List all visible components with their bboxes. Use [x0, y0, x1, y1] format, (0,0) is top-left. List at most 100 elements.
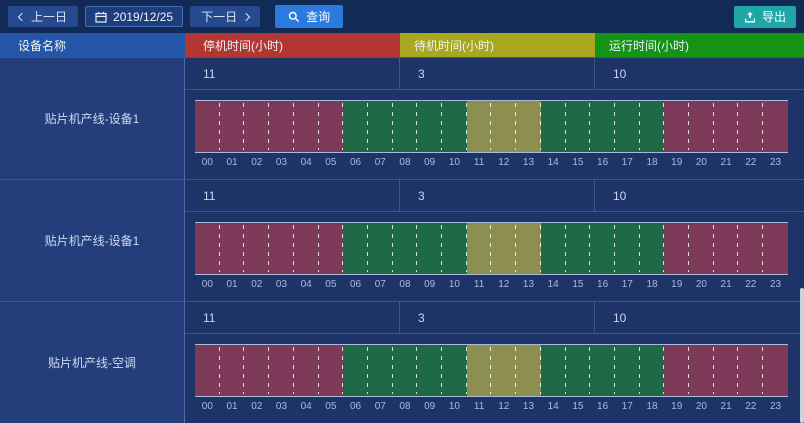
hour-segment-stop	[318, 223, 344, 274]
hour-segment-stop	[269, 223, 295, 274]
hour-tick-label: 08	[399, 157, 411, 168]
chevron-right-icon	[241, 12, 251, 21]
hour-tick-label: 01	[226, 401, 238, 412]
hour-tick-label: 17	[621, 401, 633, 412]
hour-segment-run	[392, 345, 419, 396]
hour-tick-label: 09	[424, 279, 436, 290]
hour-segment-stop	[738, 101, 764, 152]
next-day-button[interactable]: 下一日	[190, 6, 261, 27]
hour-segment-standby	[466, 223, 493, 274]
hour-tick-label: 07	[374, 401, 386, 412]
hour-segment-stop	[318, 345, 344, 396]
query-button[interactable]: 查询	[275, 5, 344, 28]
hour-axis: 00 01 02 03 04 05 06 07 08 09 10 11 12 13 14 15 16 17 18 19…	[195, 397, 788, 414]
hour-tick-label: 14	[547, 401, 559, 412]
hour-tick-label: 11	[473, 157, 485, 168]
hour-tick-label: 22	[745, 279, 757, 290]
hour-tick-label: 15	[572, 279, 584, 290]
hour-segment-run	[367, 345, 394, 396]
hour-tick-label: 10	[448, 279, 460, 290]
device-row-detail: 11 3 10 00 01 02 03 04 05 06 07 08 09 10 11 12 13 14 15 16 1…	[185, 58, 804, 179]
hour-segment-stop	[269, 101, 295, 152]
hour-tick-label: 02	[251, 157, 263, 168]
hour-tick-label: 07	[374, 279, 386, 290]
value-standby: 3	[400, 180, 595, 211]
hour-segment-stop	[763, 345, 788, 396]
hour-tick-label: 04	[300, 157, 312, 168]
status-timeline-chart: 00 01 02 03 04 05 06 07 08 09 10 11 12 13 14 15 16 17 18 19…	[195, 222, 788, 292]
hour-segment-run	[367, 101, 394, 152]
hour-tick-label: 19	[671, 401, 683, 412]
device-row: 贴片机产线-空调 11 3 10 00 01 02 03 04 05 06 07 08 09 10 11 12 1…	[0, 301, 804, 423]
hour-segment-stop	[664, 101, 690, 152]
hour-segment-run	[614, 223, 641, 274]
hour-tick-label: 02	[251, 401, 263, 412]
hour-segment-stop	[195, 345, 221, 396]
hour-segment-run	[343, 101, 369, 152]
hour-segment-run	[565, 223, 591, 274]
hour-segment-stop	[318, 101, 344, 152]
hour-segment-run	[639, 345, 666, 396]
export-button[interactable]: 导出	[733, 5, 796, 28]
hour-segment-stop	[713, 101, 740, 152]
hour-tick-label: 18	[646, 401, 658, 412]
toolbar: 上一日 2019/12/25 下一日 查询	[0, 0, 804, 33]
hour-segment-stop	[219, 101, 246, 152]
hour-segment-stop	[195, 101, 221, 152]
hour-segment-stop	[763, 101, 788, 152]
date-picker[interactable]: 2019/12/25	[85, 6, 184, 27]
hour-tick-label: 17	[621, 157, 633, 168]
hour-segment-standby	[516, 345, 542, 396]
hour-segment-stop	[195, 223, 221, 274]
hour-tick-label: 06	[350, 401, 362, 412]
hour-tick-label: 11	[473, 279, 485, 290]
header-device-name: 设备名称	[0, 33, 185, 57]
hour-segment-run	[590, 345, 616, 396]
export-label: 导出	[761, 10, 786, 24]
hour-tick-label: 03	[275, 401, 288, 412]
hour-tick-label: 03	[275, 279, 288, 290]
scrollbar[interactable]	[800, 288, 804, 423]
hour-tick-label: 22	[745, 401, 757, 412]
header-standby-time: 待机时间(小时)	[400, 33, 595, 57]
hour-tick-label: 10	[448, 401, 460, 412]
hour-tick-label: 04	[300, 401, 312, 412]
hour-segment-run	[417, 345, 443, 396]
value-stop: 11	[185, 180, 400, 211]
hour-tick-label: 05	[325, 157, 337, 168]
hour-tick-label: 16	[597, 157, 609, 168]
hour-segment-stop	[269, 345, 295, 396]
hour-segment-stop	[738, 345, 764, 396]
hour-segment-stop	[689, 101, 715, 152]
hour-segment-stop	[244, 101, 270, 152]
hour-tick-label: 05	[325, 279, 337, 290]
calendar-icon	[95, 11, 107, 23]
hour-segment-run	[392, 101, 419, 152]
hour-segment-stop	[293, 223, 320, 274]
hour-axis: 00 01 02 03 04 05 06 07 08 09 10 11 12 13 14 15 16 17 18 19…	[195, 153, 788, 170]
hour-tick-label: 03	[275, 157, 288, 168]
hour-segment-run	[392, 223, 419, 274]
hour-tick-label: 16	[597, 279, 609, 290]
hour-segment-run	[367, 223, 394, 274]
hour-segment-stop	[219, 345, 246, 396]
device-row-detail: 11 3 10 00 01 02 03 04 05 06 07 08 09 10 11 12 13 14 15 16 1…	[185, 302, 804, 423]
date-value: 2019/12/25	[113, 9, 174, 24]
search-icon	[288, 11, 300, 22]
hour-segment-run	[442, 223, 468, 274]
device-row: 贴片机产线-设备1 11 3 10 00 01 02 03 04 05 06 07 08 09 10 11 12…	[0, 179, 804, 301]
hour-tick-label: 06	[350, 157, 362, 168]
status-timeline-chart: 00 01 02 03 04 05 06 07 08 09 10 11 12 13 14 15 16 17 18 19…	[195, 344, 788, 414]
hour-tick-label: 15	[572, 157, 584, 168]
hour-tick-label: 04	[300, 279, 312, 290]
device-name: 贴片机产线-设备1	[0, 180, 185, 301]
hour-totals: 11 3 10	[185, 180, 804, 212]
hour-tick-label: 20	[695, 401, 707, 412]
hour-tick-label: 13	[522, 401, 535, 412]
hour-segment-stop	[293, 345, 320, 396]
status-timeline-bar	[195, 344, 788, 397]
hour-segment-stop	[713, 345, 740, 396]
prev-day-button[interactable]: 上一日	[8, 6, 79, 27]
hour-tick-label: 14	[547, 279, 559, 290]
hour-tick-label: 00	[201, 157, 213, 168]
